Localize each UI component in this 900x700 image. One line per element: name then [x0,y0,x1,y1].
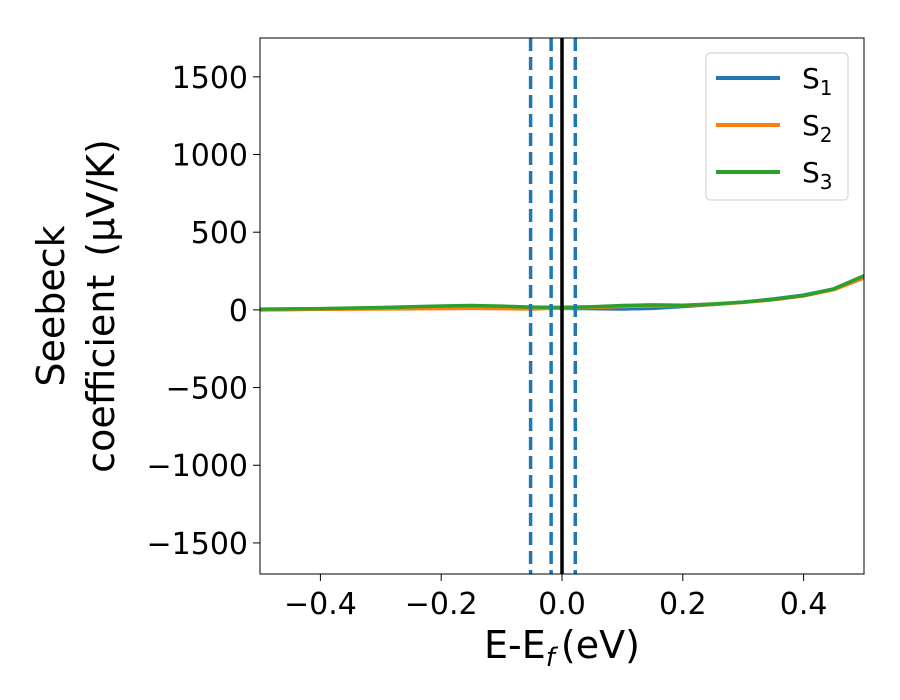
y-tick-label: −1500 [147,527,248,562]
legend-label-s3: S3 [802,156,833,194]
x-tick-label: 0.0 [538,587,586,622]
y-tick-label: 1000 [172,139,248,174]
x-axis-label-main: E-E [484,623,546,667]
vline-layer [528,38,578,574]
y-axis-label-line1: Seebeck [29,225,73,386]
y-tick-label: −500 [166,372,248,407]
y-axis-label-coefficient: coefficient [79,275,123,473]
x-axis-label-sub: f [546,643,559,673]
x-tick-label: 0.2 [659,587,707,622]
y-tick-label: 1500 [172,61,248,96]
x-tick-label: −0.2 [405,587,478,622]
series-line-s3 [260,274,864,311]
legend-label-s2: S2 [802,109,833,147]
y-axis-ticks: −1500 −1000 −500 0 500 1000 1500 [147,61,260,562]
y-tick-label: 0 [229,294,248,329]
x-tick-label: 0.4 [780,587,828,622]
x-axis-label: E-Ef (eV) [484,623,640,673]
y-axis-label: Seebeck coefficient (μV/K) [29,139,123,473]
x-tick-label: −0.4 [284,587,357,622]
y-tick-label: 500 [191,216,248,251]
x-axis-label-unit: (eV) [561,623,640,667]
series-layer [260,274,864,312]
x-axis-ticks: −0.4 −0.2 0.0 0.2 0.4 [284,574,827,622]
legend: S1 S2 S3 [705,52,849,201]
y-axis-label-unit: (μV/K) [79,139,123,257]
y-tick-label: −1000 [147,449,248,484]
legend-label-s1: S1 [802,62,833,100]
y-axis-label-line2: coefficient (μV/K) [79,139,123,473]
